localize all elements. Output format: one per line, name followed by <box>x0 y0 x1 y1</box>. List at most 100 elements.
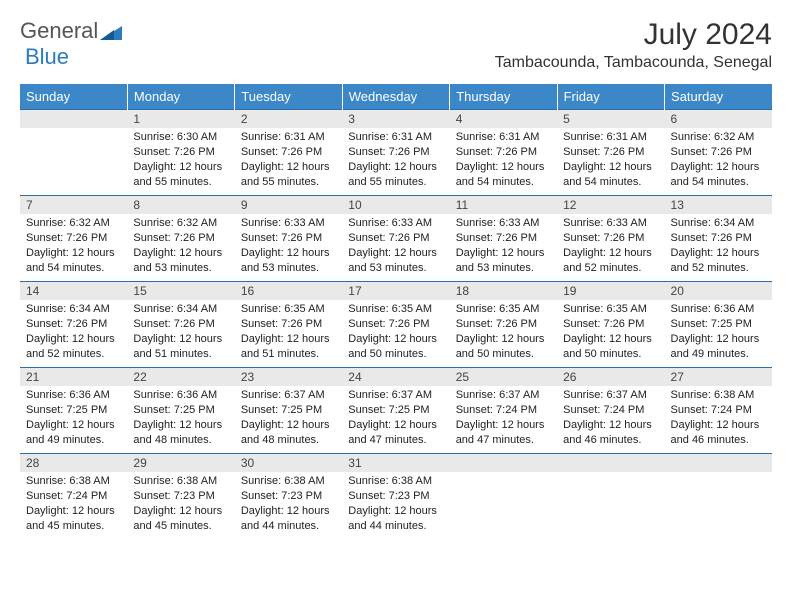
day-content: Sunrise: 6:36 AMSunset: 7:25 PMDaylight:… <box>20 386 127 451</box>
sunrise-text: Sunrise: 6:31 AM <box>241 130 336 145</box>
sunset-text: Sunset: 7:24 PM <box>456 403 551 418</box>
day-number: 18 <box>450 282 557 300</box>
sunrise-text: Sunrise: 6:38 AM <box>133 474 228 489</box>
sunset-text: Sunset: 7:26 PM <box>348 317 443 332</box>
calendar-day-cell: 22Sunrise: 6:36 AMSunset: 7:25 PMDayligh… <box>127 368 234 454</box>
daylight-text: Daylight: 12 hours and 51 minutes. <box>241 332 336 362</box>
sunrise-text: Sunrise: 6:31 AM <box>456 130 551 145</box>
sunrise-text: Sunrise: 6:33 AM <box>348 216 443 231</box>
calendar-day-cell: 21Sunrise: 6:36 AMSunset: 7:25 PMDayligh… <box>20 368 127 454</box>
daylight-text: Daylight: 12 hours and 48 minutes. <box>133 418 228 448</box>
day-header: Tuesday <box>235 84 342 110</box>
sunrise-text: Sunrise: 6:31 AM <box>348 130 443 145</box>
day-content: Sunrise: 6:37 AMSunset: 7:25 PMDaylight:… <box>235 386 342 451</box>
day-number: 25 <box>450 368 557 386</box>
title-block: July 2024 Tambacounda, Tambacounda, Sene… <box>495 18 772 72</box>
sunset-text: Sunset: 7:26 PM <box>563 145 658 160</box>
day-number <box>665 454 772 472</box>
calendar-day-cell: 9Sunrise: 6:33 AMSunset: 7:26 PMDaylight… <box>235 196 342 282</box>
day-content: Sunrise: 6:38 AMSunset: 7:24 PMDaylight:… <box>20 472 127 537</box>
calendar-day-cell: 1Sunrise: 6:30 AMSunset: 7:26 PMDaylight… <box>127 110 234 196</box>
daylight-text: Daylight: 12 hours and 46 minutes. <box>563 418 658 448</box>
daylight-text: Daylight: 12 hours and 47 minutes. <box>348 418 443 448</box>
day-content: Sunrise: 6:35 AMSunset: 7:26 PMDaylight:… <box>450 300 557 365</box>
sunrise-text: Sunrise: 6:35 AM <box>241 302 336 317</box>
sunrise-text: Sunrise: 6:34 AM <box>26 302 121 317</box>
calendar-day-cell: 4Sunrise: 6:31 AMSunset: 7:26 PMDaylight… <box>450 110 557 196</box>
calendar-day-cell: 27Sunrise: 6:38 AMSunset: 7:24 PMDayligh… <box>665 368 772 454</box>
daylight-text: Daylight: 12 hours and 49 minutes. <box>671 332 766 362</box>
calendar-day-cell: 25Sunrise: 6:37 AMSunset: 7:24 PMDayligh… <box>450 368 557 454</box>
daylight-text: Daylight: 12 hours and 50 minutes. <box>348 332 443 362</box>
daylight-text: Daylight: 12 hours and 55 minutes. <box>348 160 443 190</box>
sunset-text: Sunset: 7:26 PM <box>241 145 336 160</box>
calendar-day-cell: 10Sunrise: 6:33 AMSunset: 7:26 PMDayligh… <box>342 196 449 282</box>
daylight-text: Daylight: 12 hours and 54 minutes. <box>26 246 121 276</box>
calendar-week-row: 14Sunrise: 6:34 AMSunset: 7:26 PMDayligh… <box>20 282 772 368</box>
sunset-text: Sunset: 7:23 PM <box>348 489 443 504</box>
day-content: Sunrise: 6:31 AMSunset: 7:26 PMDaylight:… <box>557 128 664 193</box>
day-number: 2 <box>235 110 342 128</box>
day-content: Sunrise: 6:31 AMSunset: 7:26 PMDaylight:… <box>235 128 342 193</box>
calendar-day-cell <box>450 454 557 540</box>
day-content: Sunrise: 6:34 AMSunset: 7:26 PMDaylight:… <box>665 214 772 279</box>
day-number: 17 <box>342 282 449 300</box>
day-number: 11 <box>450 196 557 214</box>
day-number: 26 <box>557 368 664 386</box>
day-number: 5 <box>557 110 664 128</box>
sunset-text: Sunset: 7:26 PM <box>241 231 336 246</box>
sunrise-text: Sunrise: 6:38 AM <box>671 388 766 403</box>
day-content: Sunrise: 6:34 AMSunset: 7:26 PMDaylight:… <box>127 300 234 365</box>
day-header-row: SundayMondayTuesdayWednesdayThursdayFrid… <box>20 84 772 110</box>
sunset-text: Sunset: 7:23 PM <box>241 489 336 504</box>
sunset-text: Sunset: 7:26 PM <box>456 231 551 246</box>
daylight-text: Daylight: 12 hours and 52 minutes. <box>671 246 766 276</box>
calendar-day-cell: 11Sunrise: 6:33 AMSunset: 7:26 PMDayligh… <box>450 196 557 282</box>
calendar-day-cell: 26Sunrise: 6:37 AMSunset: 7:24 PMDayligh… <box>557 368 664 454</box>
day-number: 9 <box>235 196 342 214</box>
calendar-day-cell: 28Sunrise: 6:38 AMSunset: 7:24 PMDayligh… <box>20 454 127 540</box>
logo: General <box>20 18 124 44</box>
day-content: Sunrise: 6:33 AMSunset: 7:26 PMDaylight:… <box>235 214 342 279</box>
sunrise-text: Sunrise: 6:34 AM <box>133 302 228 317</box>
calendar-day-cell: 16Sunrise: 6:35 AMSunset: 7:26 PMDayligh… <box>235 282 342 368</box>
daylight-text: Daylight: 12 hours and 53 minutes. <box>456 246 551 276</box>
day-content: Sunrise: 6:36 AMSunset: 7:25 PMDaylight:… <box>127 386 234 451</box>
sunset-text: Sunset: 7:26 PM <box>456 317 551 332</box>
day-number: 3 <box>342 110 449 128</box>
sunrise-text: Sunrise: 6:35 AM <box>348 302 443 317</box>
calendar-day-cell: 30Sunrise: 6:38 AMSunset: 7:23 PMDayligh… <box>235 454 342 540</box>
day-number: 8 <box>127 196 234 214</box>
day-content <box>20 128 127 134</box>
calendar-day-cell: 12Sunrise: 6:33 AMSunset: 7:26 PMDayligh… <box>557 196 664 282</box>
day-number: 4 <box>450 110 557 128</box>
daylight-text: Daylight: 12 hours and 47 minutes. <box>456 418 551 448</box>
sunset-text: Sunset: 7:26 PM <box>456 145 551 160</box>
sunrise-text: Sunrise: 6:36 AM <box>671 302 766 317</box>
daylight-text: Daylight: 12 hours and 53 minutes. <box>348 246 443 276</box>
day-number: 6 <box>665 110 772 128</box>
day-header: Monday <box>127 84 234 110</box>
day-content: Sunrise: 6:36 AMSunset: 7:25 PMDaylight:… <box>665 300 772 365</box>
sunrise-text: Sunrise: 6:32 AM <box>133 216 228 231</box>
sunset-text: Sunset: 7:26 PM <box>133 231 228 246</box>
day-number: 16 <box>235 282 342 300</box>
sunset-text: Sunset: 7:26 PM <box>348 145 443 160</box>
calendar-day-cell: 8Sunrise: 6:32 AMSunset: 7:26 PMDaylight… <box>127 196 234 282</box>
day-header: Sunday <box>20 84 127 110</box>
day-content: Sunrise: 6:37 AMSunset: 7:24 PMDaylight:… <box>557 386 664 451</box>
sunrise-text: Sunrise: 6:37 AM <box>241 388 336 403</box>
sunset-text: Sunset: 7:25 PM <box>26 403 121 418</box>
calendar-day-cell <box>20 110 127 196</box>
day-content: Sunrise: 6:35 AMSunset: 7:26 PMDaylight:… <box>235 300 342 365</box>
calendar-day-cell: 20Sunrise: 6:36 AMSunset: 7:25 PMDayligh… <box>665 282 772 368</box>
daylight-text: Daylight: 12 hours and 45 minutes. <box>133 504 228 534</box>
day-content: Sunrise: 6:34 AMSunset: 7:26 PMDaylight:… <box>20 300 127 365</box>
logo-text-blue: Blue <box>25 44 69 69</box>
daylight-text: Daylight: 12 hours and 52 minutes. <box>26 332 121 362</box>
day-number: 29 <box>127 454 234 472</box>
calendar-day-cell <box>557 454 664 540</box>
sunset-text: Sunset: 7:25 PM <box>241 403 336 418</box>
daylight-text: Daylight: 12 hours and 54 minutes. <box>563 160 658 190</box>
day-content: Sunrise: 6:38 AMSunset: 7:24 PMDaylight:… <box>665 386 772 451</box>
